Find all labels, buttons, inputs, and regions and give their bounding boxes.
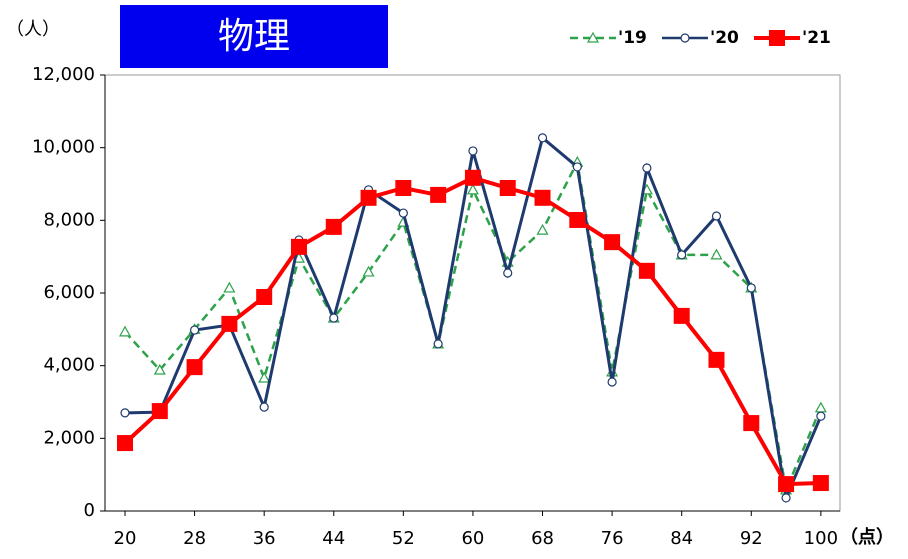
data-point: [117, 435, 134, 452]
legend-marker: [769, 30, 785, 46]
x-tick-label: 28: [183, 528, 206, 549]
data-point: [398, 208, 408, 218]
x-tick-label: 52: [392, 528, 415, 549]
y-unit-label: （人）: [6, 19, 60, 40]
data-point: [710, 248, 723, 260]
data-point: [362, 265, 375, 277]
data-point: [256, 288, 273, 305]
data-point: [534, 189, 551, 206]
data-point: [189, 325, 200, 335]
plot-frame: [104, 74, 841, 512]
x-tick-label: 68: [531, 528, 554, 549]
y-tick-label: 0: [84, 500, 95, 521]
legend-label: '20: [710, 28, 739, 48]
data-point: [223, 281, 236, 293]
data-point: [569, 211, 586, 228]
chart-title: 物理: [218, 16, 290, 57]
x-tick-label: 76: [601, 528, 624, 549]
data-point: [812, 475, 829, 492]
data-point: [814, 401, 827, 413]
data-point: [118, 325, 132, 337]
data-point: [778, 476, 795, 493]
data-point: [466, 183, 479, 195]
legend-label: '19: [618, 28, 647, 48]
data-point: [290, 238, 307, 255]
data-point: [638, 262, 655, 279]
x-tick-label: 20: [114, 528, 137, 549]
data-point: [120, 408, 130, 418]
data-point: [503, 268, 513, 278]
data-point: [642, 163, 652, 173]
data-point: [258, 371, 271, 383]
legend-marker: [586, 31, 600, 43]
data-point: [708, 351, 725, 368]
data-point: [536, 223, 549, 235]
legend-marker: [680, 33, 690, 43]
data-point: [537, 133, 548, 143]
y-tick-label: 2,000: [43, 427, 95, 448]
legend-label: '21: [802, 28, 831, 48]
data-point: [325, 218, 342, 235]
x-tick-label: 36: [253, 528, 276, 549]
x-tick-label: 60: [461, 528, 484, 549]
data-point: [468, 146, 478, 156]
data-point: [186, 359, 203, 376]
data-point: [151, 403, 168, 420]
data-point: [221, 315, 238, 332]
data-point: [816, 411, 826, 421]
data-point: [433, 339, 443, 349]
x-tick-label: 84: [670, 528, 693, 549]
data-point: [746, 283, 756, 293]
data-point: [153, 363, 166, 375]
y-tick-label: 12,000: [32, 64, 95, 85]
y-tick-label: 4,000: [43, 355, 95, 376]
data-point: [673, 307, 690, 324]
data-point: [743, 415, 760, 432]
data-point: [259, 402, 269, 412]
x-tick-label: 92: [740, 528, 763, 549]
data-point: [360, 189, 377, 206]
x-unit-label: （点）: [840, 526, 894, 548]
y-tick-label: 8,000: [43, 209, 95, 230]
data-point: [499, 179, 516, 196]
data-point: [781, 493, 791, 503]
data-point: [329, 313, 339, 323]
data-point: [677, 250, 687, 260]
data-point: [607, 377, 617, 387]
data-point: [711, 211, 722, 221]
data-point: [464, 169, 481, 186]
x-tick-label: 44: [322, 528, 345, 549]
data-point: [395, 179, 412, 196]
title-box: [120, 5, 388, 68]
y-tick-label: 10,000: [32, 137, 95, 158]
data-point: [604, 234, 621, 251]
data-point: [430, 186, 447, 203]
y-tick-label: 6,000: [43, 282, 95, 303]
series-line: [124, 158, 823, 495]
data-point: [572, 162, 582, 172]
x-tick-label: 100: [804, 528, 838, 549]
